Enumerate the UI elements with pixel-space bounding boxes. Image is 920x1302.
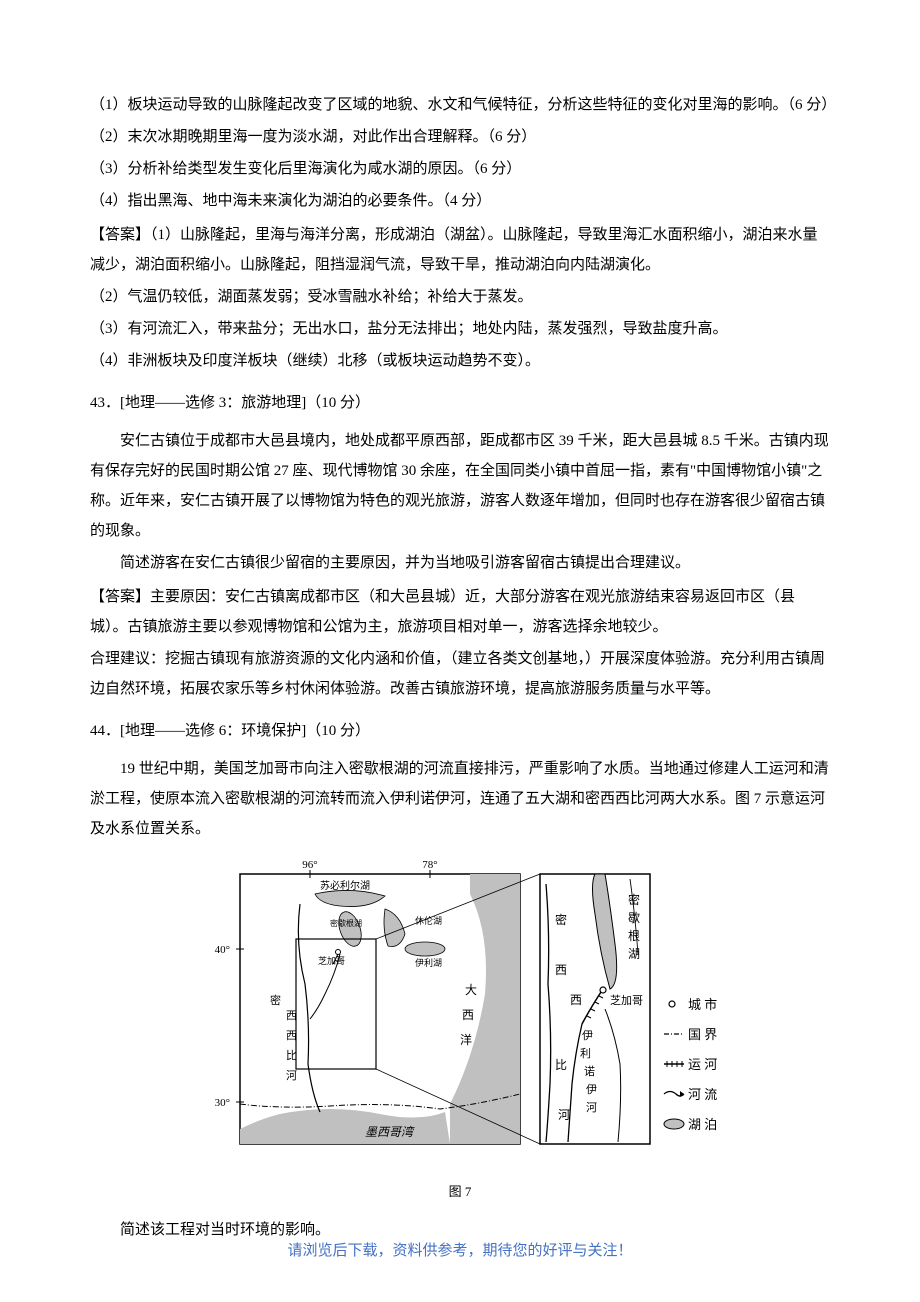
question-prev-subquestions: （1）板块运动导致的山脉隆起改变了区域的地貌、水文和气候特征，分析这些特征的变化… — [90, 90, 830, 216]
label-michigan: 密歇根湖 — [330, 918, 362, 928]
label-miss-xi: 西 — [286, 1010, 297, 1022]
map-legend: 城 市 国 界 运 河 河 流 湖 泊 — [664, 997, 717, 1132]
svg-text:密: 密 — [270, 993, 281, 1007]
legend-border: 国 界 — [688, 1027, 717, 1042]
lon-78: 78° — [422, 859, 437, 871]
svg-text:河: 河 — [286, 1069, 297, 1082]
lat-40: 40° — [215, 944, 230, 956]
legend-city: 城 市 — [688, 997, 717, 1012]
answer-4-text: （4）非洲板块及印度洋板块（继续）北移（或板块运动趋势不变）。 — [90, 346, 830, 376]
svg-text:利: 利 — [580, 1047, 591, 1060]
subq-1: （1）板块运动导致的山脉隆起改变了区域的地貌、水文和气候特征，分析这些特征的变化… — [90, 90, 830, 120]
q43-ans-reason: 【答案】主要原因：安仁古镇离成都市区（和大邑县城）近，大部分游客在观光旅游结束容… — [90, 582, 830, 642]
answer-label: 【答案】 — [90, 227, 150, 243]
q43-p2: 简述游客在安仁古镇很少留宿的主要原因，并为当地吸引游客留宿古镇提出合理建议。 — [90, 548, 830, 578]
label-gulf: 墨西哥湾 — [365, 1125, 415, 1139]
lon-96: 96° — [302, 859, 317, 871]
svg-text:密: 密 — [555, 912, 567, 927]
svg-text:西: 西 — [286, 1030, 297, 1042]
subq-3: （3）分析补给类型发生变化后里海演化为咸水湖的原因。（6 分） — [90, 154, 830, 184]
map-svg: 96° 78° 40° 30° 苏必利尔湖 休伦湖 密歇根湖 伊利湖 芝加哥 — [190, 854, 730, 1164]
legend-canal: 运 河 — [688, 1057, 717, 1072]
svg-text:伊: 伊 — [586, 1083, 597, 1096]
q44-title: 44．[地理——选修 6：环境保护]（10 分） — [90, 716, 830, 746]
answer-2-text: （2）气温仍较低，湖面蒸发弱；受冰雪融水补给；补给大于蒸发。 — [90, 282, 830, 312]
svg-text:洋: 洋 — [460, 1032, 472, 1047]
answer-line-1: 【答案】（1）山脉隆起，里海与海洋分离，形成湖泊（湖盆）。山脉隆起，导致里海汇水… — [90, 220, 830, 280]
map-overview-panel: 96° 78° 40° 30° 苏必利尔湖 休伦湖 密歇根湖 伊利湖 芝加哥 — [215, 859, 540, 1144]
svg-text:西: 西 — [555, 963, 567, 977]
legend-lake: 湖 泊 — [688, 1117, 717, 1132]
q43-p1: 安仁古镇位于成都市大邑县境内，地处成都平原西部，距成都市区 39 千米，距大邑县… — [90, 426, 830, 546]
lat-30: 30° — [215, 1097, 230, 1109]
subq-2: （2）末次冰期晚期里海一度为淡水湖，对此作出合理解释。（6 分） — [90, 122, 830, 152]
label-mi-big-1: 密 — [628, 892, 640, 907]
answer-label: 【答案】 — [90, 589, 150, 605]
figure-caption: 图 7 — [90, 1179, 830, 1205]
svg-text:根: 根 — [628, 929, 640, 943]
map-detail-panel: 密 歇 根 湖 芝加哥 伊 利 诺 伊 河 密 西 西 比 河 — [540, 874, 650, 1144]
svg-text:比: 比 — [286, 1049, 297, 1062]
svg-text:诺: 诺 — [584, 1065, 595, 1078]
answer-1-text: （1）山脉隆起，里海与海洋分离，形成湖泊（湖盆）。山脉隆起，导致里海汇水面积缩小… — [90, 227, 818, 273]
svg-text:比: 比 — [555, 1058, 567, 1072]
q43-suggest-text: 合理建议：挖掘古镇现有旅游资源的文化内涵和价值，（建立各类文创基地，）开展深度体… — [90, 644, 830, 704]
answer-3-text: （3）有河流汇入，带来盐分；无出水口，盐分无法排出；地处内陆，蒸发强烈，导致盐度… — [90, 314, 830, 344]
label-superior: 苏必利尔湖 — [320, 879, 370, 892]
svg-text:河: 河 — [586, 1101, 597, 1114]
legend-river: 河 流 — [688, 1087, 717, 1102]
svg-text:西: 西 — [570, 993, 582, 1007]
figure-7: 96° 78° 40° 30° 苏必利尔湖 休伦湖 密歇根湖 伊利湖 芝加哥 — [90, 854, 830, 1205]
q43-answer: 【答案】主要原因：安仁古镇离成都市区（和大邑县城）近，大部分游客在观光旅游结束容… — [90, 582, 830, 704]
label-chicago-big: 芝加哥 — [610, 994, 643, 1007]
subq-4: （4）指出黑海、地中海未来演化为湖泊的必要条件。（4 分） — [90, 186, 830, 216]
label-atlantic-1: 大 — [465, 983, 477, 997]
answer-prev: 【答案】（1）山脉隆起，里海与海洋分离，形成湖泊（湖盆）。山脉隆起，导致里海汇水… — [90, 220, 830, 376]
page-footer: 请浏览后下载，资料供参考，期待您的好评与关注！ — [0, 1236, 920, 1266]
svg-text:西: 西 — [462, 1008, 474, 1022]
svg-text:河: 河 — [558, 1108, 570, 1122]
q44-p1: 19 世纪中期，美国芝加哥市向注入密歇根湖的河流直接排污，严重影响了水质。当地通… — [90, 754, 830, 844]
q43-title: 43．[地理——选修 3：旅游地理]（10 分） — [90, 388, 830, 418]
svg-text:伊: 伊 — [582, 1029, 593, 1042]
label-erie: 伊利湖 — [415, 957, 442, 968]
label-chicago: 芝加哥 — [318, 955, 345, 966]
label-huron: 休伦湖 — [415, 915, 442, 926]
q43-reason-text: 主要原因：安仁古镇离成都市区（和大邑县城）近，大部分游客在观光旅游结束容易返回市… — [90, 589, 795, 635]
